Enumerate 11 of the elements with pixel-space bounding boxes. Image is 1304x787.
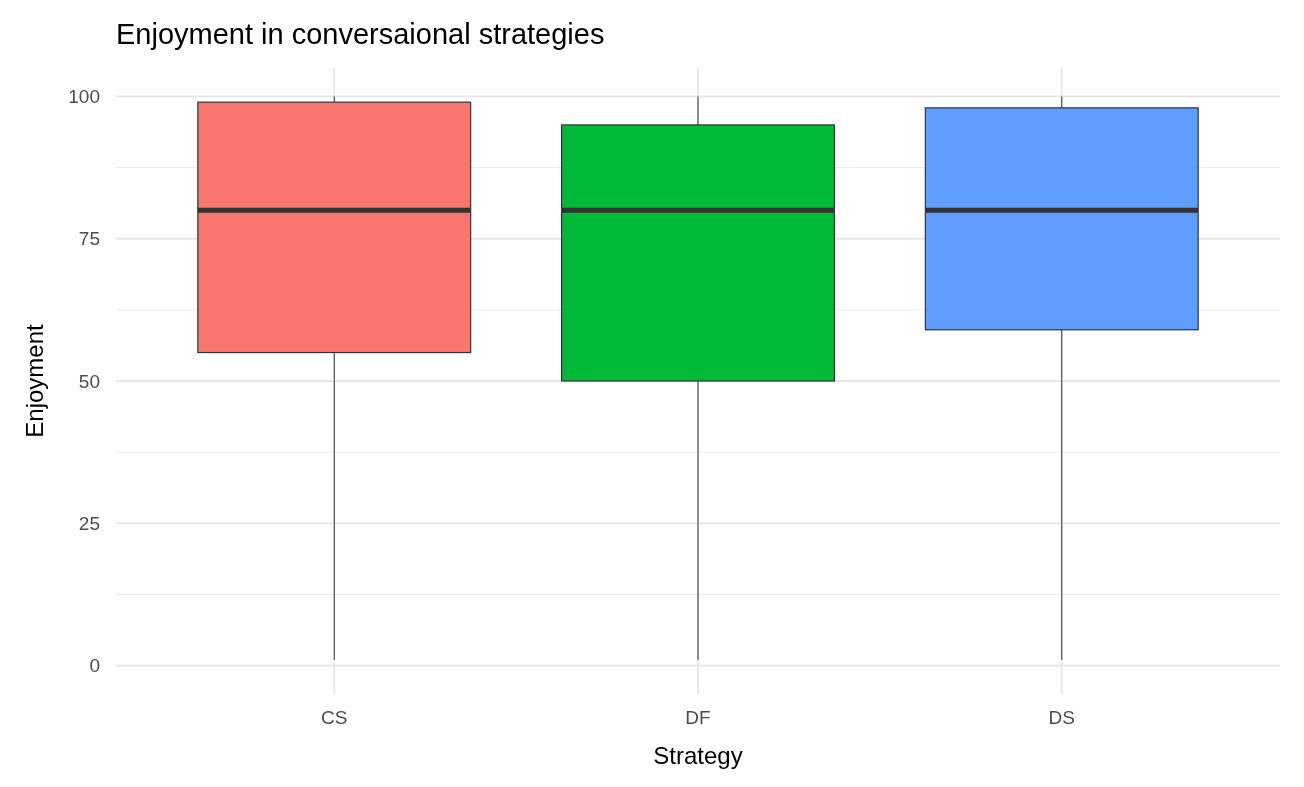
x-tick-label: CS: [321, 707, 348, 728]
y-tick-label: 0: [89, 655, 100, 677]
y-tick-label: 100: [68, 86, 100, 108]
y-tick-label: 50: [78, 370, 100, 392]
x-axis-title: Strategy: [653, 742, 743, 769]
chart-title: Enjoyment in conversaional strategies: [116, 18, 605, 50]
y-axis-title: Enjoyment: [21, 323, 48, 438]
x-tick-label: DF: [685, 707, 711, 728]
y-tick-label: 75: [78, 228, 100, 250]
x-tick-label: DS: [1048, 707, 1075, 728]
y-tick-label: 25: [78, 512, 100, 534]
